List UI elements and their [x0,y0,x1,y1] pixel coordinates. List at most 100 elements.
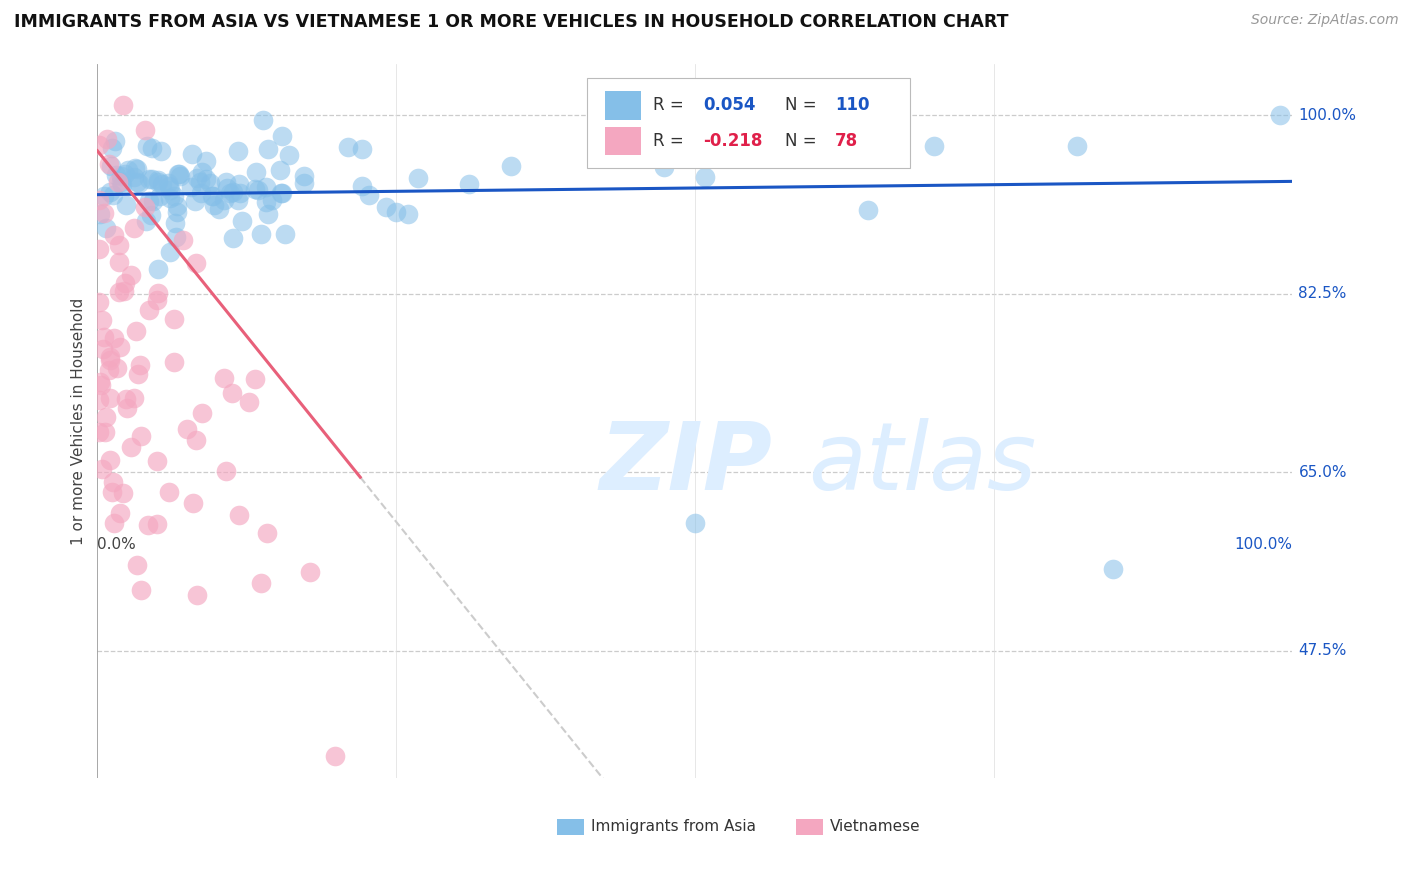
Text: R =: R = [652,132,689,150]
Point [827,108,849,122]
Point [257,207,280,221]
Point [114,167,136,181]
Point [135,214,157,228]
Point [145,293,167,307]
Point [163,355,186,369]
Point [157,178,180,193]
Point [146,175,169,189]
Point [191,165,214,179]
Point [856,202,879,217]
Point [149,144,172,158]
Point [101,141,124,155]
Point [101,484,124,499]
Text: Vietnamese: Vietnamese [830,819,921,834]
Point [222,185,245,199]
Point [124,161,146,175]
Point [352,178,374,193]
Point [128,177,150,191]
Point [228,178,250,192]
Point [215,181,238,195]
Point [89,206,111,220]
Point [385,205,408,219]
Point [90,377,112,392]
Point [271,129,294,144]
Text: atlas: atlas [808,418,1036,509]
Point [202,189,225,203]
Point [212,193,235,207]
Point [93,330,115,344]
Point [184,194,207,208]
Text: 0.0%: 0.0% [97,537,136,552]
Point [256,526,278,541]
Point [112,284,135,298]
Point [214,371,236,385]
Point [222,231,245,245]
Point [922,138,945,153]
Point [186,171,208,186]
Point [184,256,207,270]
Point [128,359,150,373]
Point [97,363,120,377]
Point [108,237,131,252]
Point [127,368,149,382]
Point [120,268,142,282]
Point [142,194,165,208]
Text: -0.218: -0.218 [703,132,762,150]
Point [226,145,249,159]
Text: R =: R = [652,96,689,114]
Text: Source: ZipAtlas.com: Source: ZipAtlas.com [1251,13,1399,28]
Point [228,508,250,522]
Point [215,464,238,478]
Point [149,188,172,202]
Point [200,176,222,190]
Y-axis label: 1 or more Vehicles in Household: 1 or more Vehicles in Household [72,297,86,545]
Point [98,392,121,406]
Point [115,392,138,406]
Text: 82.5%: 82.5% [1298,286,1347,301]
Point [180,180,202,194]
Point [146,173,169,187]
Point [87,243,110,257]
Point [458,177,481,191]
FancyBboxPatch shape [588,78,910,168]
Point [257,142,280,156]
Bar [796,819,823,835]
Point [652,161,675,175]
Point [87,138,110,153]
Point [101,475,124,489]
Point [262,194,284,208]
Point [270,186,292,201]
Point [323,748,346,763]
Point [87,393,110,408]
Point [91,342,114,356]
Point [191,406,214,420]
Point [299,565,322,579]
Point [252,113,274,128]
Point [129,429,152,443]
Point [148,285,170,300]
Point [111,486,134,500]
Point [120,441,142,455]
Text: ZIP: ZIP [599,418,772,510]
Point [139,208,162,222]
Point [1066,138,1088,153]
Point [108,506,131,520]
Point [165,230,187,244]
Point [166,205,188,219]
Point [138,194,160,208]
Point [350,142,373,156]
Point [156,176,179,190]
Point [278,147,301,161]
Point [108,340,131,354]
Point [238,394,260,409]
Point [98,353,121,368]
Point [188,175,211,189]
Point [98,453,121,467]
Point [93,189,115,203]
Point [1270,108,1292,122]
Point [163,216,186,230]
Point [127,558,149,572]
Point [87,193,110,207]
Point [202,198,225,212]
Point [87,425,110,439]
